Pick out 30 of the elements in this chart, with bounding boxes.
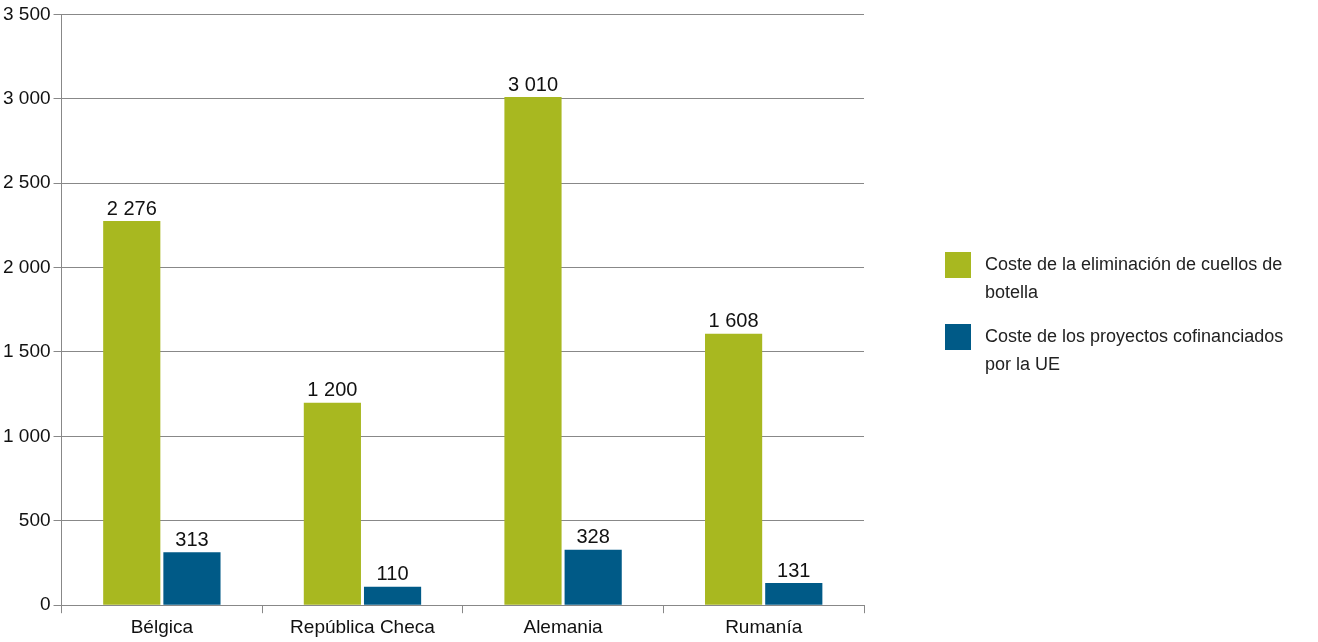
bar (363, 586, 422, 605)
bar (303, 402, 361, 605)
y-tick-label: 1 500 (3, 340, 51, 362)
bar (564, 549, 622, 605)
bar (103, 221, 161, 605)
y-tick-label: 2 000 (3, 255, 51, 277)
data-label: 110 (376, 562, 409, 585)
data-label: 2 276 (106, 196, 157, 219)
data-label: 131 (777, 558, 811, 581)
y-tick-label: 500 (18, 509, 51, 531)
data-label: 328 (576, 525, 610, 548)
x-tick-label: Alemania (523, 615, 604, 637)
bar (163, 552, 221, 605)
bar (504, 97, 562, 605)
y-tick-label: 2 500 (3, 171, 51, 193)
legend-label: Coste de la eliminación de cuellos de botella (985, 253, 1284, 304)
y-tick-label: 3 500 (3, 2, 51, 24)
x-tick-label: República Checa (290, 615, 436, 637)
y-tick-label: 1 000 (3, 424, 51, 446)
data-label: 3 010 (507, 72, 559, 95)
y-tick-label: 3 000 (3, 87, 51, 109)
x-tick-label: Bélgica (130, 615, 194, 637)
y-tick-label: 0 (39, 593, 51, 615)
x-tick-label: Rumanía (725, 615, 803, 637)
data-label: 313 (175, 527, 209, 550)
data-label: 1 608 (708, 309, 759, 332)
data-label: 1 200 (307, 378, 358, 401)
bar (765, 583, 823, 605)
legend-label: Coste de los proyectos cofinanciados por la UE (985, 325, 1285, 376)
bar (705, 333, 763, 605)
